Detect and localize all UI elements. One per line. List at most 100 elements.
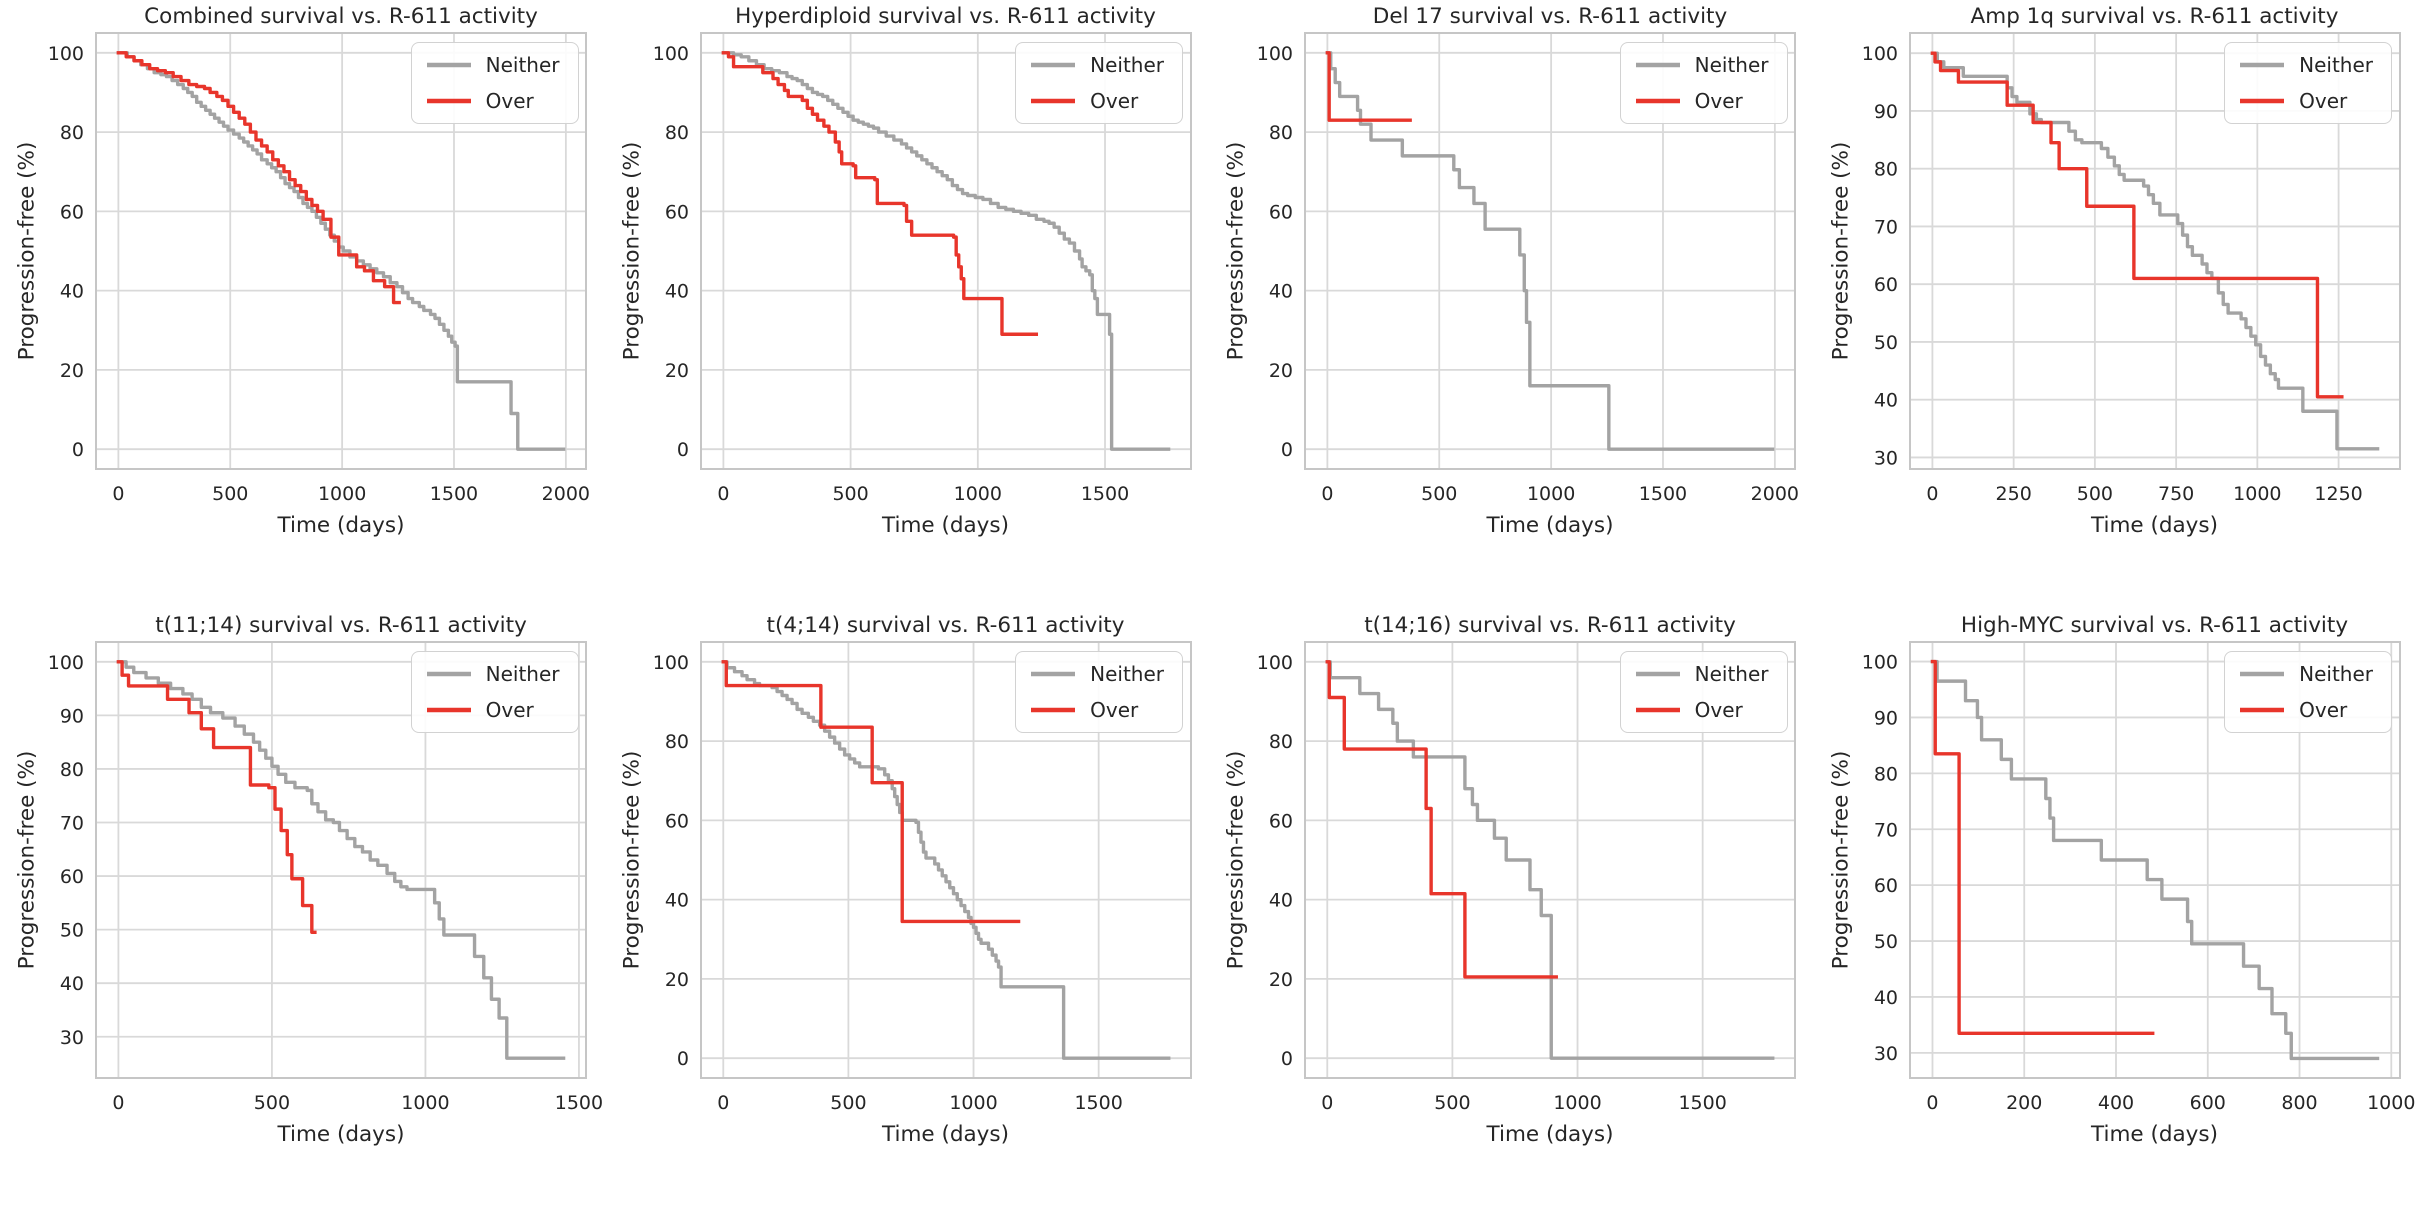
legend-label-neither: Neither xyxy=(1090,662,1164,686)
km-curve-over xyxy=(1325,660,1558,979)
y-tick-label: 60 xyxy=(60,201,84,223)
x-tick-label: 0 xyxy=(1926,1092,1938,1114)
y-tick-label: 100 xyxy=(48,43,84,65)
km-panel-1: Hyperdiploid survival vs. R-611 activity… xyxy=(604,0,1209,609)
legend: Neither Over xyxy=(1619,42,1788,124)
legend-line-over-icon xyxy=(426,707,471,713)
km-panel-3: Amp 1q survival vs. R-611 activity Progr… xyxy=(1813,0,2418,609)
y-tick-label: 100 xyxy=(1861,652,1897,674)
legend-entry-over: Over xyxy=(426,87,560,115)
y-tick-label: 20 xyxy=(60,360,84,382)
y-tick-label: 60 xyxy=(664,201,688,223)
legend-line-over-icon xyxy=(1031,98,1076,104)
x-tick-label: 500 xyxy=(832,483,868,505)
x-tick-label: 1250 xyxy=(2314,483,2362,505)
y-tick-label: 80 xyxy=(1873,159,1897,181)
x-tick-label: 1000 xyxy=(401,1092,449,1114)
y-tick-label: 80 xyxy=(60,759,84,781)
y-tick-label: 70 xyxy=(1873,819,1897,841)
panel-title: High-MYC survival vs. R-611 activity xyxy=(1960,613,2349,638)
x-tick-label: 1500 xyxy=(430,483,478,505)
legend-line-neither-icon xyxy=(2240,62,2285,68)
x-tick-label: 1000 xyxy=(949,1092,997,1114)
x-tick-label: 1000 xyxy=(1553,1092,1601,1114)
x-tick-label: 1000 xyxy=(318,483,366,505)
km-curve-over xyxy=(1930,51,2344,399)
km-curve-neither xyxy=(721,51,1170,451)
legend-entry-neither: Neither xyxy=(1635,660,1769,688)
y-tick-label: 80 xyxy=(1873,763,1897,785)
x-tick-label: 1500 xyxy=(1678,1092,1726,1114)
km-panel-0: Combined survival vs. R-611 activity Pro… xyxy=(0,0,605,609)
legend-entry-neither: Neither xyxy=(2239,51,2373,79)
km-plot: 0 500 1000 1500 0 20 40 60 80 100 xyxy=(1257,641,1796,1114)
x-tick-label: 1000 xyxy=(2233,483,2281,505)
y-tick-label: 40 xyxy=(1269,890,1293,912)
x-tick-label: 250 xyxy=(1995,483,2031,505)
legend-line-over-icon xyxy=(2240,707,2285,713)
legend: Neither Over xyxy=(2224,651,2392,733)
legend-entry-neither: Neither xyxy=(1030,51,1164,79)
x-axis-label: Time (days) xyxy=(2091,1122,2218,1147)
km-curve-neither xyxy=(721,660,1170,1060)
axes-spine xyxy=(1908,641,2401,1079)
y-tick-label: 0 xyxy=(1281,1048,1293,1070)
legend: Neither Over xyxy=(410,42,579,124)
axes-spine xyxy=(1908,32,2401,470)
km-curve-over xyxy=(1325,51,1412,122)
km-curve-neither xyxy=(116,660,566,1060)
y-tick-label: 90 xyxy=(60,705,84,727)
x-tick-label: 0 xyxy=(112,483,124,505)
y-tick-label: 100 xyxy=(1257,652,1293,674)
legend-label-over: Over xyxy=(485,89,534,113)
y-tick-label: 60 xyxy=(1873,274,1897,296)
km-curve-over xyxy=(116,51,401,305)
x-tick-label: 0 xyxy=(1321,1092,1333,1114)
km-curve-over xyxy=(116,660,317,935)
y-tick-label: 70 xyxy=(1873,216,1897,238)
y-tick-label: 80 xyxy=(60,122,84,144)
x-tick-label: 0 xyxy=(717,483,729,505)
y-tick-label: 70 xyxy=(60,813,84,835)
legend-line-over-icon xyxy=(2240,98,2285,104)
x-tick-label: 2000 xyxy=(542,483,590,505)
panel-title: t(4;14) survival vs. R-611 activity xyxy=(766,613,1125,638)
y-tick-label: 50 xyxy=(60,920,84,942)
x-axis-label: Time (days) xyxy=(882,513,1009,538)
x-tick-label: 2000 xyxy=(1751,483,1799,505)
y-tick-label: 0 xyxy=(676,439,688,461)
x-axis-label: Time (days) xyxy=(1486,513,1614,538)
legend-entry-over: Over xyxy=(2239,87,2373,115)
y-tick-label: 30 xyxy=(1873,447,1897,469)
legend: Neither Over xyxy=(1619,651,1788,733)
x-tick-label: 0 xyxy=(1321,483,1333,505)
x-tick-label: 500 xyxy=(254,1092,290,1114)
legend-line-over-icon xyxy=(1031,707,1076,713)
y-tick-label: 0 xyxy=(676,1048,688,1070)
x-axis-label: Time (days) xyxy=(277,1122,405,1147)
y-tick-label: 20 xyxy=(1269,360,1293,382)
x-tick-label: 1500 xyxy=(1074,1092,1122,1114)
axes-spine xyxy=(699,32,1192,470)
legend-line-over-icon xyxy=(1635,707,1680,713)
y-tick-label: 30 xyxy=(1873,1043,1897,1065)
x-tick-label: 500 xyxy=(830,1092,866,1114)
legend-label-over: Over xyxy=(2299,698,2348,722)
legend-entry-neither: Neither xyxy=(426,51,560,79)
y-tick-label: 20 xyxy=(664,360,688,382)
y-tick-label: 100 xyxy=(652,652,688,674)
x-tick-label: 1500 xyxy=(1080,483,1128,505)
km-panel-6: t(14;16) survival vs. R-611 activity Pro… xyxy=(1209,609,1814,1218)
y-tick-label: 100 xyxy=(1257,43,1293,65)
legend-line-neither-icon xyxy=(1635,62,1680,68)
km-curve-neither xyxy=(1325,51,1775,451)
y-tick-label: 20 xyxy=(664,969,688,991)
y-tick-label: 80 xyxy=(664,122,688,144)
x-tick-label: 500 xyxy=(212,483,248,505)
legend-label-neither: Neither xyxy=(2299,53,2373,77)
y-tick-label: 60 xyxy=(1873,875,1897,897)
km-plot: 0 500 1000 1500 0 20 40 60 80 100 xyxy=(652,641,1192,1114)
y-tick-label: 50 xyxy=(1873,332,1897,354)
km-curve-over xyxy=(1930,659,2154,1035)
km-curve-neither xyxy=(1325,660,1775,1060)
